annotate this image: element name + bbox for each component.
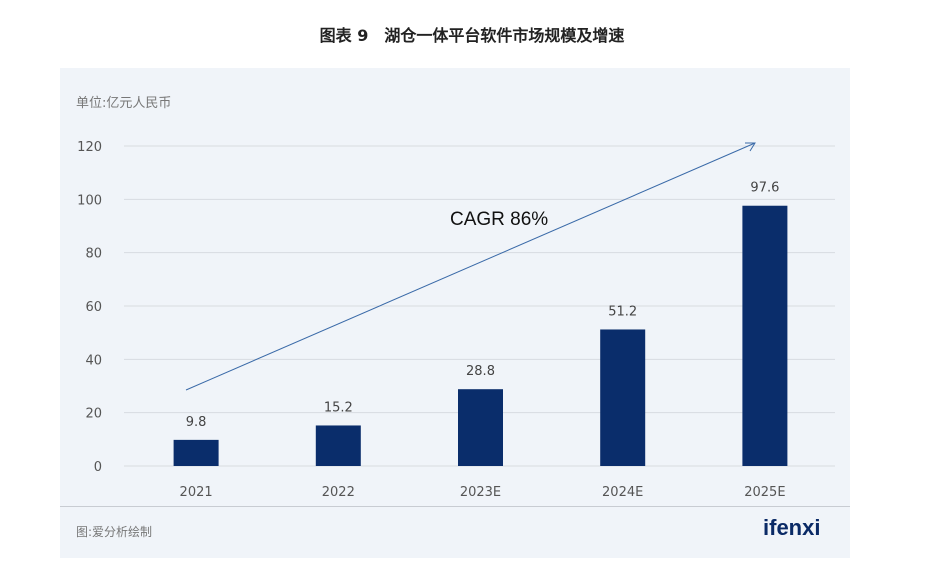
y-tick-label: 100 <box>77 193 102 208</box>
y-tick-label: 120 <box>77 140 102 155</box>
cagr-annotation: CAGR 86% <box>450 209 548 230</box>
ifenxi-logo: ifenxi <box>763 515 821 540</box>
cagr-arrow-line <box>185 142 756 391</box>
y-tick-label: 80 <box>85 247 102 262</box>
x-tick-label: 2022 <box>322 485 355 500</box>
bar <box>458 389 503 466</box>
unit-label: 单位:亿元人民币 <box>76 96 172 111</box>
data-label: 28.8 <box>466 364 495 379</box>
chart-panel <box>60 68 850 558</box>
divider <box>60 506 850 507</box>
source-note: 图:爱分析绘制 <box>76 525 153 539</box>
y-tick-label: 40 <box>85 353 102 368</box>
bar <box>742 205 788 466</box>
bar <box>173 439 219 466</box>
data-label: 97.6 <box>750 181 779 196</box>
data-label: 15.2 <box>324 400 353 415</box>
x-tick-label: 2024E <box>602 485 643 500</box>
x-tick-label: 2023E <box>460 485 501 500</box>
bar <box>315 425 361 466</box>
y-tick-label: 60 <box>85 300 102 315</box>
data-label: 51.2 <box>608 304 637 319</box>
bar <box>600 329 646 466</box>
arrowhead-icon <box>745 142 756 152</box>
data-label: 9.8 <box>186 415 207 430</box>
x-tick-label: 2025E <box>744 485 785 500</box>
chart-title: 图表 9 湖仓一体平台软件市场规模及增速 <box>319 26 625 45</box>
x-tick-label: 2021 <box>180 485 213 500</box>
y-tick-label: 20 <box>85 407 102 422</box>
y-tick-label: 0 <box>94 460 102 475</box>
